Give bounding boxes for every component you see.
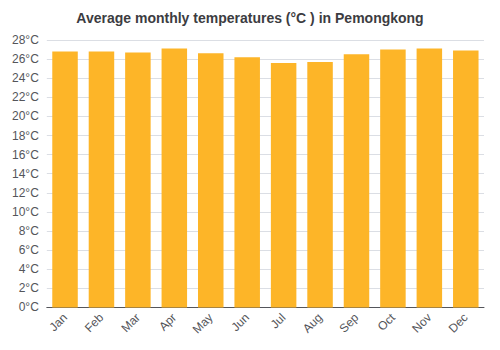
svg-text:Jun: Jun bbox=[229, 311, 253, 335]
svg-text:Jan: Jan bbox=[46, 311, 70, 335]
svg-text:Oct: Oct bbox=[375, 310, 399, 334]
svg-text:Sep: Sep bbox=[336, 310, 361, 335]
svg-text:20°C: 20°C bbox=[12, 109, 39, 123]
svg-text:Feb: Feb bbox=[82, 310, 107, 335]
svg-text:18°C: 18°C bbox=[12, 129, 39, 143]
svg-text:Aug: Aug bbox=[300, 311, 325, 336]
svg-text:Mar: Mar bbox=[118, 311, 143, 335]
svg-text:Apr: Apr bbox=[156, 311, 179, 334]
svg-text:2°C: 2°C bbox=[19, 281, 39, 295]
svg-text:4°C: 4°C bbox=[19, 262, 39, 276]
svg-text:Nov: Nov bbox=[409, 311, 434, 336]
svg-text:6°C: 6°C bbox=[19, 243, 39, 257]
svg-text:Average monthly temperatures (: Average monthly temperatures (°C ) in Pe… bbox=[76, 10, 423, 26]
svg-text:12°C: 12°C bbox=[12, 186, 39, 200]
svg-text:Dec: Dec bbox=[446, 311, 471, 336]
svg-text:Jul: Jul bbox=[268, 311, 289, 332]
svg-text:24°C: 24°C bbox=[12, 71, 39, 85]
svg-text:22°C: 22°C bbox=[12, 90, 39, 104]
svg-text:8°C: 8°C bbox=[19, 224, 39, 238]
svg-text:14°C: 14°C bbox=[12, 167, 39, 181]
svg-text:10°C: 10°C bbox=[12, 205, 39, 219]
svg-text:May: May bbox=[190, 311, 216, 337]
svg-text:26°C: 26°C bbox=[12, 52, 39, 66]
svg-text:0°C: 0°C bbox=[19, 300, 39, 314]
svg-text:28°C: 28°C bbox=[12, 33, 39, 47]
svg-text:16°C: 16°C bbox=[12, 148, 39, 162]
